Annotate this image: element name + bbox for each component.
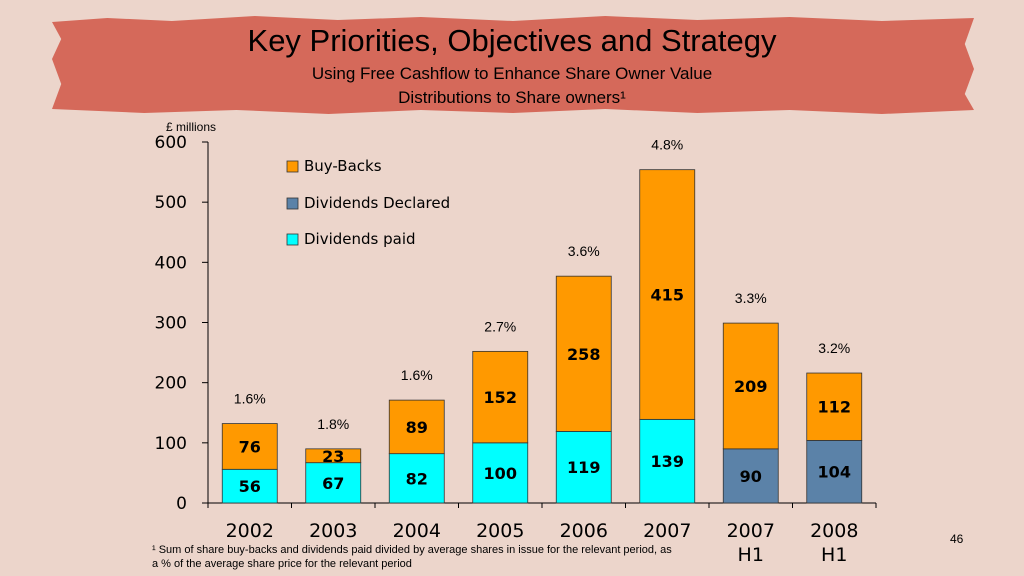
x-tick-label: 2002: [226, 520, 274, 542]
bar-dividends-paid: [639, 418, 696, 504]
bar-dividends-declared: [806, 440, 863, 504]
data-label-dividends-paid: 82: [406, 469, 428, 488]
x-tick-label: 2006: [560, 520, 608, 542]
data-label-dividends-paid: 139: [651, 452, 684, 471]
x-tick-label: H1: [738, 544, 764, 566]
y-tick-label: 300: [155, 314, 187, 334]
bar-buy-backs: [639, 169, 696, 420]
bar-annotation: 1.8%: [317, 416, 349, 432]
bar-annotation: 3.6%: [568, 243, 600, 259]
bar-annotation: 2.7%: [484, 318, 516, 334]
title-banner: [52, 16, 974, 114]
data-label-buy-backs: 258: [567, 345, 600, 364]
y-tick-label: 100: [155, 434, 187, 454]
bar-dividends-paid: [472, 442, 529, 504]
legend-label: Buy-Backs: [304, 157, 382, 175]
bar-annotation: 3.3%: [735, 290, 767, 306]
legend-label: Dividends paid: [304, 230, 416, 248]
data-label-dividends-paid: 67: [322, 474, 344, 493]
page-title: Key Priorities, Objectives and Strategy: [247, 23, 777, 58]
data-label-dividends-paid: 56: [239, 477, 261, 496]
bar-annotation: 3.2%: [818, 340, 850, 356]
bar-buy-backs: [806, 372, 863, 441]
page-subtitle: Using Free Cashflow to Enhance Share Own…: [311, 64, 713, 83]
bar-dividends-paid: [388, 453, 445, 504]
y-tick-label: 200: [155, 374, 187, 394]
bar-dividends-paid: [305, 462, 362, 504]
page-number: 46: [950, 532, 964, 546]
x-tick-label: 2005: [476, 520, 524, 542]
data-label-buy-backs: 23: [322, 447, 344, 466]
data-label-dividends-declared: 104: [818, 463, 851, 482]
y-tick-label: 0: [176, 494, 187, 514]
x-tick-label: 2007: [727, 520, 775, 542]
x-tick-label: 2003: [309, 520, 357, 542]
data-label-buy-backs: 76: [239, 437, 261, 456]
x-tick-label: 2008: [810, 520, 858, 542]
y-tick-label: 400: [155, 253, 187, 273]
bar-buy-backs: [388, 399, 445, 455]
data-label-buy-backs: 112: [818, 398, 851, 417]
data-label-dividends-paid: 119: [567, 458, 600, 477]
data-label-buy-backs: 89: [406, 418, 428, 437]
bar-buy-backs: [555, 275, 612, 432]
bar-buy-backs: [722, 322, 779, 450]
bar-annotation: 1.6%: [234, 391, 266, 407]
chart-subtitle: Distributions to Share owners¹: [398, 88, 626, 107]
data-label-buy-backs: 152: [484, 388, 517, 407]
y-tick-label: 600: [155, 133, 187, 153]
bar-dividends-declared: [722, 448, 779, 504]
y-tick-label: 500: [155, 193, 187, 213]
bar-buy-backs: [472, 350, 529, 444]
data-label-buy-backs: 415: [651, 286, 684, 305]
x-tick-label: 2007: [643, 520, 691, 542]
legend-label: Dividends Declared: [304, 194, 450, 212]
legend-swatch: [286, 233, 299, 246]
x-tick-label: H1: [821, 544, 847, 566]
data-label-buy-backs: 209: [734, 377, 767, 396]
bar-annotation: 1.6%: [401, 367, 433, 383]
data-label-dividends-paid: 100: [484, 464, 517, 483]
data-label-dividends-declared: 90: [740, 467, 762, 486]
bar-buy-backs: [221, 423, 278, 470]
footnote: ¹ Sum of share buy-backs and dividends p…: [152, 544, 672, 570]
bar-dividends-paid: [555, 431, 612, 504]
legend-swatch: [286, 197, 299, 210]
x-tick-label: 2004: [393, 520, 441, 542]
bar-annotation: 4.8%: [651, 137, 683, 153]
bar-buy-backs: [305, 448, 362, 464]
legend-swatch: [286, 160, 299, 173]
y-unit-label: £ millions: [166, 120, 216, 134]
bar-dividends-paid: [221, 468, 278, 504]
